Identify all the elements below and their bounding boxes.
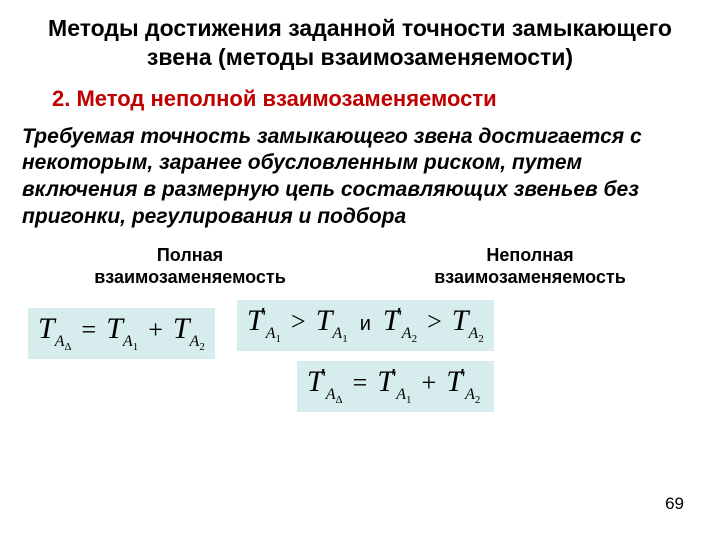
right-equations: T′A1 > TA1 и T′A2 > TA2 T′AΔ = T′A1 + T′… [233,300,494,412]
col-head-right: Неполная взаимозаменяемость [400,245,660,288]
equation-partial: T′AΔ = T′A1 + T′A2 [297,361,494,412]
slide-title: Методы достижения заданной точности замы… [0,0,720,78]
equations-row: TAΔ = TA1 + TA2 T′A1 > TA1 и T′A2 > TA2 … [0,294,720,412]
page-number: 69 [665,494,684,514]
slide-subtitle: 2. Метод неполной взаимозаменяемости [0,78,720,122]
body-paragraph: Требуемая точность замыкающего звена дос… [0,122,720,246]
col-head-left: Полная взаимозаменяемость [60,245,320,288]
equation-inequality: T′A1 > TA1 и T′A2 > TA2 [237,300,494,351]
column-headers: Полная взаимозаменяемость Неполная взаим… [0,245,720,294]
connector-text: и [352,313,379,335]
equation-full: TAΔ = TA1 + TA2 [28,308,215,359]
